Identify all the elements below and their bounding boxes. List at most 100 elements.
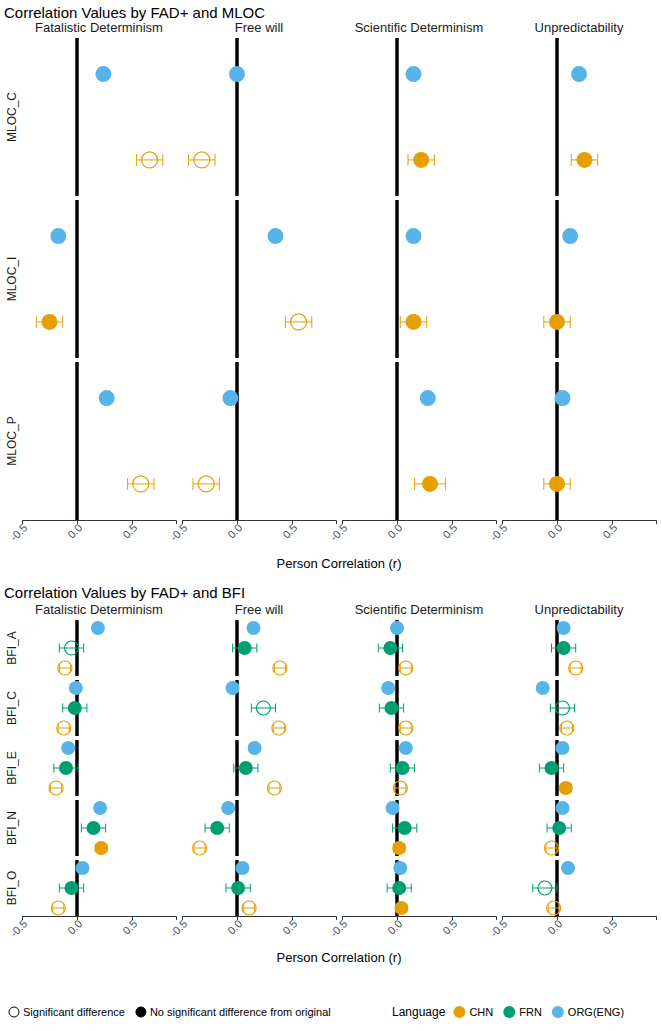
tick: 0.0 [65,520,84,541]
marks [99,390,154,492]
marks [58,621,105,675]
reference-line [395,362,399,520]
legend-label: No significant difference from original [150,1006,331,1018]
marks [95,66,162,168]
point [392,881,406,895]
x-axis: -0.50.00.5 [488,916,657,939]
panel [237,200,312,358]
x-axis: -0.50.00.5 [328,520,497,543]
panel [58,620,105,676]
point [549,476,565,492]
strip-label: Unpredictability [535,20,624,35]
point [399,741,413,755]
marks [51,861,89,915]
tick-label: -0.5 [168,521,190,543]
error-bar [269,784,280,793]
strip-label: Free will [235,602,284,617]
x-axis: -0.50.00.5 [488,520,657,543]
chart-1: Correlation Values by FAD+ and BFIFatali… [4,584,657,965]
tick: 0.5 [280,520,299,541]
point [557,641,571,655]
marks [387,861,411,915]
point [50,228,66,244]
reference-line [555,38,559,196]
tick-label: -0.5 [168,917,190,939]
error-bar [51,784,62,793]
error-bar [546,844,557,853]
x-axis-title: Person Correlation (r) [277,950,402,965]
error-bar [136,154,162,166]
error-bar [561,724,572,733]
tick-label: -0.5 [488,521,510,543]
point [420,390,436,406]
marks [544,228,578,330]
tick-label: 0.5 [440,917,459,936]
legend-label: FRN [519,1006,542,1018]
point [398,821,412,835]
legend-symbol [9,1007,19,1017]
reference-line [235,800,239,856]
point [549,314,565,330]
panel [51,860,89,916]
panel [77,800,108,856]
point [133,476,149,492]
error-bar [58,724,69,733]
point [385,701,399,715]
point [231,881,245,895]
marks [544,390,571,492]
strip-label: Unpredictability [535,602,624,617]
tick: 0.5 [440,520,459,541]
tick-label: 0.5 [600,521,619,540]
point [556,701,570,715]
tick-label: -0.5 [8,521,30,543]
marks [378,621,413,675]
marks [379,681,412,735]
point [392,841,406,855]
error-bar [128,478,154,490]
reference-line [75,200,79,358]
point [406,66,422,82]
tick: 0.5 [600,520,619,541]
tick: 0.0 [385,916,404,937]
marks [193,390,238,492]
tick-label: 0.0 [65,917,84,936]
reference-line [235,362,239,520]
error-bar [189,154,215,166]
point [58,661,72,675]
tick: -0.5 [488,520,510,543]
tick: 0.0 [225,520,244,541]
marks [234,741,282,795]
marks [415,390,446,492]
point [273,661,287,675]
error-bar [274,664,285,673]
axis-line [343,917,497,921]
marks [400,228,426,330]
error-bar [193,478,219,490]
panel [544,362,571,520]
point [247,621,261,635]
tick-label: 0.0 [225,521,244,540]
row-label: BFI_O [5,871,19,906]
point [577,152,593,168]
point [57,721,71,735]
axis-line [503,521,657,525]
row-label: MLOC_I [5,257,19,302]
point [394,901,408,915]
point [560,721,574,735]
point [557,621,571,635]
error-bar [273,724,284,733]
panel [387,860,411,916]
point [390,621,404,635]
point [538,881,552,895]
marks [571,66,598,168]
panel [390,740,414,796]
panel [378,620,413,676]
error-bar [400,724,411,733]
point [406,314,422,330]
point [399,661,413,675]
error-bar [550,704,574,713]
error-bar [548,904,559,913]
tick: 0.5 [440,916,459,937]
tick: -0.5 [8,916,30,939]
point [559,781,573,795]
